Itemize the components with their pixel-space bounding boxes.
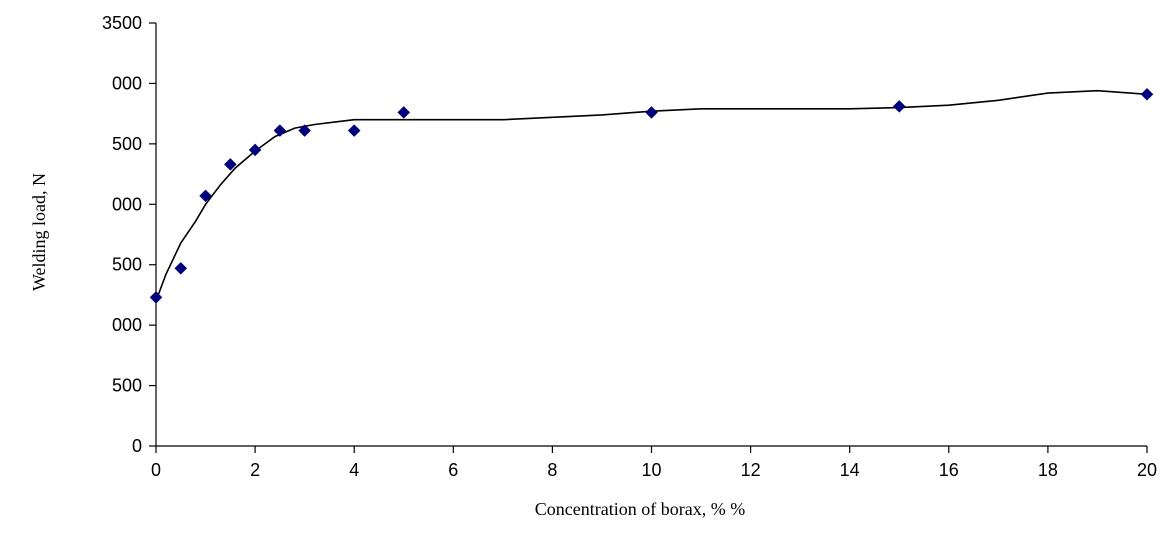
data-points [149,87,1154,304]
y-tick-label: 500 [112,255,142,275]
data-point [892,100,906,113]
x-tick-label: 20 [1137,460,1157,480]
data-point [199,189,212,203]
y-tick-label: 000 [112,73,142,93]
x-tick-label: 4 [349,460,359,480]
trend-line [155,89,1148,302]
x-tick-label: 14 [840,460,860,480]
x-axis-title: Concentration of borax, % % [535,499,745,519]
data-point [397,106,411,119]
axes [155,23,1147,447]
data-point [273,124,287,137]
y-tick-label: 000 [112,315,142,335]
x-tick-label: 0 [151,460,161,480]
y-tick-label: 500 [112,134,142,154]
x-tick-label: 12 [741,460,761,480]
x-tick-label: 8 [547,460,557,480]
y-tick-label: 3500 [102,13,142,33]
data-point [248,143,262,157]
x-tick-label: 10 [641,460,661,480]
y-ticks: 0 500 000 500 000 500 000 3500 [102,13,156,456]
y-tick-label: 0 [132,436,142,456]
x-ticks: 0 2 4 6 8 10 12 14 16 18 20 [151,446,1157,480]
data-point [149,290,163,304]
y-axis-title: Welding load, N [29,173,49,291]
x-tick-label: 16 [939,460,959,480]
data-point [1140,87,1154,101]
x-tick-label: 18 [1038,460,1058,480]
data-point [223,158,237,171]
data-point [174,261,188,275]
data-point [298,124,312,137]
y-tick-label: 500 [112,376,142,396]
x-tick-label: 2 [250,460,260,480]
data-point [645,106,658,119]
y-tick-label: 000 [112,194,142,214]
x-tick-label: 6 [448,460,458,480]
data-point [347,124,361,137]
